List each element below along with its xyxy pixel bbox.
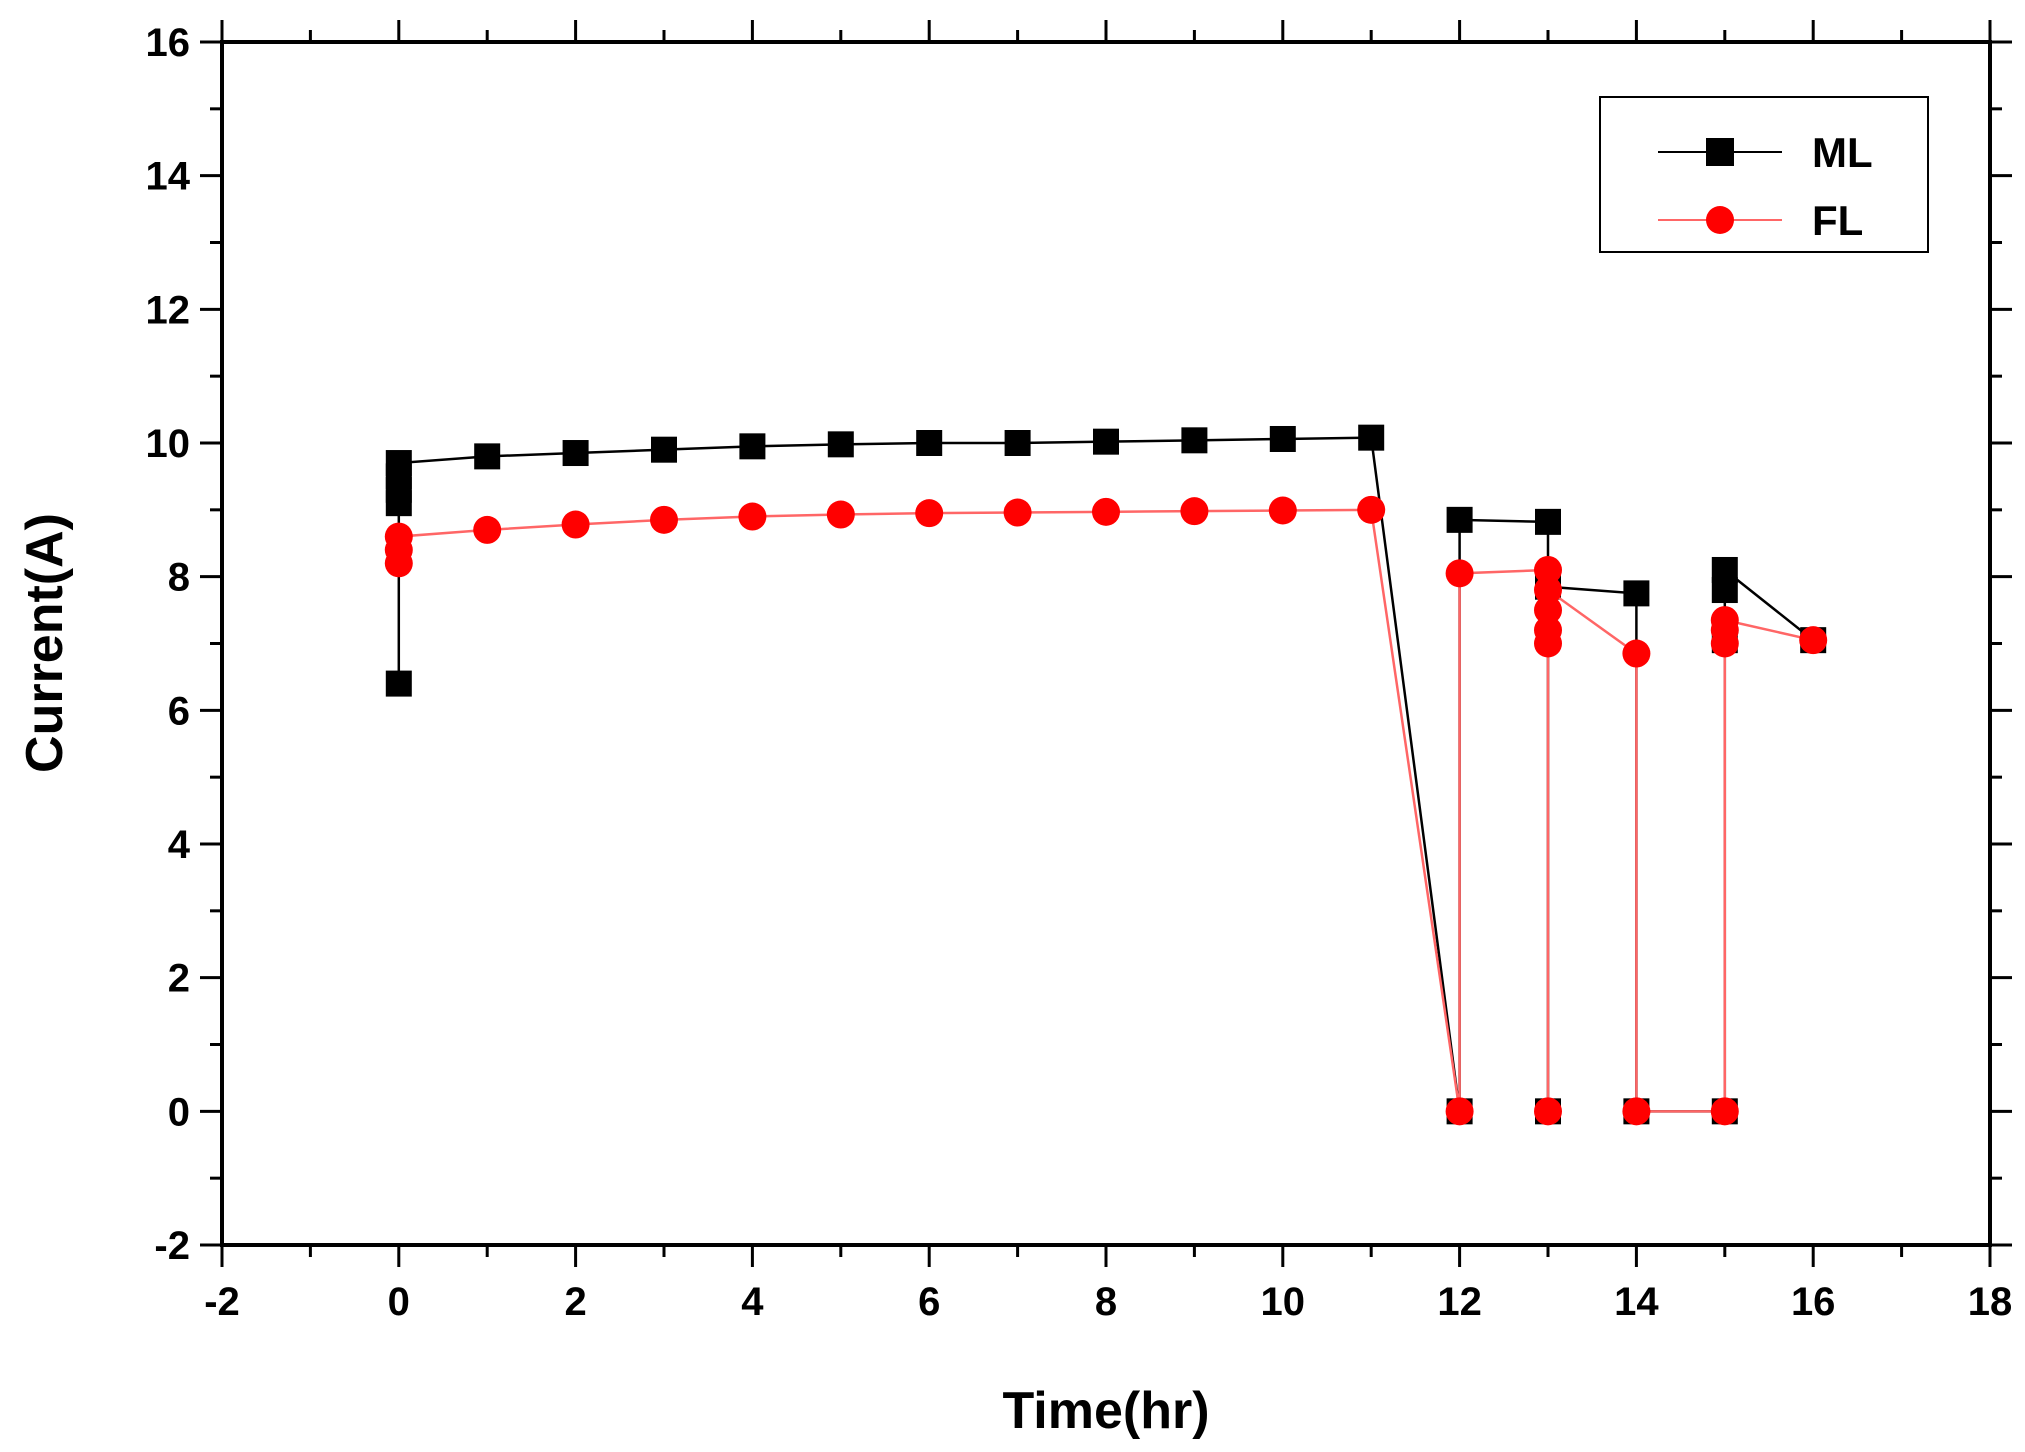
x-tick-label: 0: [388, 1280, 410, 1324]
data-point-fl: [1092, 497, 1120, 526]
data-point-fl: [1357, 495, 1386, 524]
data-point-fl: [1710, 606, 1739, 635]
y-tick-label: 14: [146, 155, 191, 199]
data-point-fl: [1534, 1097, 1562, 1126]
series-fl: [384, 495, 1828, 1126]
data-point-fl: [738, 502, 767, 531]
data-point-fl: [826, 500, 855, 529]
data-point-fl: [1003, 498, 1032, 527]
data-point-ml: [1623, 580, 1650, 607]
series-line-ml: [397, 436, 1814, 1113]
data-point-fl: [650, 505, 678, 534]
series: [384, 424, 1828, 1126]
data-point-ml: [827, 431, 854, 458]
data-point-fl: [915, 499, 944, 528]
x-tick-label: 14: [1614, 1280, 1659, 1324]
legend-fl-marker: [1706, 206, 1734, 234]
data-point-fl: [384, 522, 413, 551]
data-point-ml: [562, 440, 589, 467]
data-point-ml: [385, 670, 412, 697]
x-tick-label: -2: [204, 1280, 240, 1324]
data-point-fl: [1622, 1097, 1651, 1126]
data-point-fl: [561, 510, 590, 539]
legend-box: [1599, 96, 1929, 253]
data-point-ml: [1093, 428, 1119, 455]
legend-fl-label: FL: [1812, 197, 1863, 244]
y-axis-title: Current(A): [16, 513, 74, 773]
y-tick-label: 10: [146, 422, 191, 466]
data-point-fl: [1445, 559, 1474, 588]
x-tick-label: 8: [1095, 1280, 1117, 1324]
y-tick-label: 6: [168, 689, 190, 733]
data-point-ml: [1358, 424, 1385, 451]
data-point-ml: [1711, 556, 1738, 583]
series-ml: [385, 424, 1827, 1125]
x-tick-label: 4: [741, 1280, 764, 1324]
legend-ml-label: ML: [1812, 129, 1873, 176]
data-point-fl: [1180, 497, 1209, 526]
data-point-ml: [1269, 425, 1296, 452]
data-point-fl: [1622, 639, 1651, 668]
data-point-ml: [1446, 506, 1473, 533]
x-tick-label: 10: [1261, 1280, 1306, 1324]
data-point-fl: [1534, 616, 1562, 645]
data-point-fl: [1534, 596, 1562, 625]
legend: ML FL: [1599, 96, 1929, 253]
y-tick-label: 4: [168, 823, 191, 867]
data-point-fl: [1445, 1097, 1474, 1126]
y-tick-label: 0: [168, 1090, 190, 1134]
legend-ml-marker: [1706, 138, 1734, 166]
ticks: -2 0 2 4 6 8 10 12 14 16 18 -2 0 2 4 6 8 10 12 14 16: [146, 20, 2013, 1324]
x-tick-label: 18: [1968, 1280, 2013, 1324]
data-point-fl: [1799, 626, 1828, 655]
data-point-ml: [1004, 430, 1031, 456]
x-tick-label: 12: [1437, 1280, 1482, 1324]
y-tick-label: 8: [168, 556, 190, 600]
data-point-ml: [1535, 508, 1561, 535]
data-point-ml: [651, 436, 677, 463]
data-point-fl: [473, 515, 502, 544]
data-point-fl: [1534, 555, 1562, 584]
x-tick-label: 16: [1791, 1280, 1836, 1324]
data-point-fl: [1534, 576, 1562, 605]
y-tick-label: 2: [168, 957, 190, 1001]
data-point-fl: [1268, 496, 1297, 525]
x-tick-label: 2: [564, 1280, 586, 1324]
data-point-ml: [916, 430, 943, 456]
y-tick-label: -2: [154, 1224, 190, 1268]
data-point-fl: [1710, 1097, 1739, 1126]
series-line-fl: [397, 508, 1814, 1113]
data-point-ml: [739, 433, 766, 460]
data-point-ml: [474, 443, 501, 470]
y-tick-label: 12: [146, 288, 191, 332]
data-point-ml: [1181, 427, 1208, 454]
x-axis-title: Time(hr): [1002, 1382, 1209, 1440]
data-point-ml: [385, 450, 412, 477]
y-tick-label: 16: [146, 21, 191, 65]
x-tick-label: 6: [918, 1280, 940, 1324]
